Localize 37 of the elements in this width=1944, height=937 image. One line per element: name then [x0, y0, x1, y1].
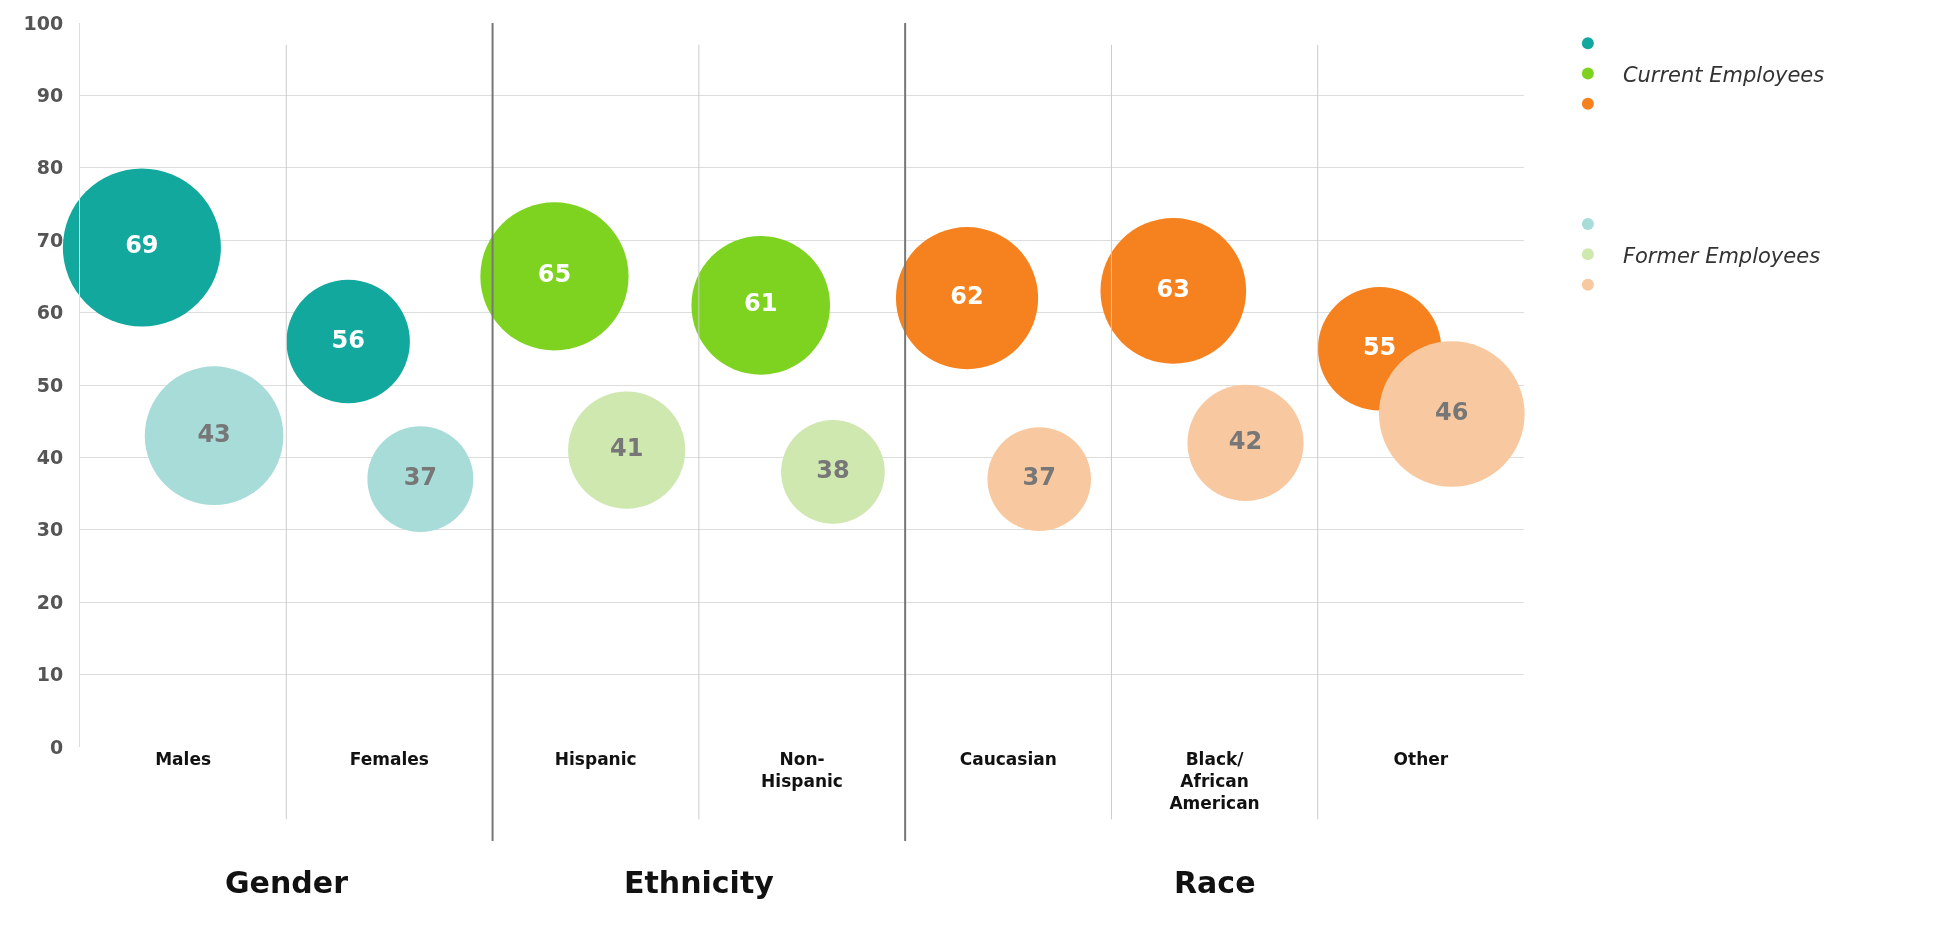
data-label: 41	[609, 434, 644, 463]
data-label: 37	[403, 463, 438, 492]
y-tick-label: 70	[36, 228, 64, 251]
data-label: 61	[744, 289, 778, 318]
x-tick-label: Non-Hispanic	[761, 749, 843, 792]
data-label: 55	[1362, 332, 1397, 361]
data-label: 46	[1435, 397, 1469, 426]
text: Gender	[225, 865, 349, 900]
data-label: 38	[816, 455, 850, 484]
x-tick-label: Females	[349, 749, 429, 769]
y-tick-label: 80	[36, 156, 64, 179]
y-tick-label: 60	[36, 301, 64, 324]
x-tick-label: Hispanic	[554, 749, 637, 769]
data-label: 56	[331, 325, 365, 354]
data-label: 37	[1022, 463, 1056, 492]
y-tick-label: 0	[49, 735, 64, 758]
data-label: 43	[197, 419, 231, 448]
y-tick-label: 30	[36, 518, 64, 541]
x-tick-label: Black/African American	[1169, 749, 1260, 814]
legend-label: Former Employees	[1622, 243, 1821, 268]
y-tick-label: 40	[36, 446, 64, 469]
text: Ethnicity	[624, 865, 775, 900]
data-label: 63	[1156, 274, 1191, 303]
y-tick-label: 90	[36, 84, 64, 107]
y-tick-label: 10	[36, 663, 64, 686]
y-tick-label: 20	[36, 590, 64, 613]
x-tick-label: Males	[155, 749, 212, 769]
x-tick-label: Other	[1393, 749, 1449, 769]
x-tick-label: Caucasian	[959, 749, 1057, 769]
data-label: 62	[950, 282, 984, 311]
y-tick-label: 50	[36, 373, 64, 396]
data-label: 42	[1228, 426, 1263, 455]
y-tick-label: 100	[23, 11, 64, 34]
data-label: 65	[537, 260, 572, 289]
legend-label: Current Employees	[1622, 62, 1825, 87]
data-label: 69	[125, 231, 159, 260]
text: Race	[1174, 865, 1256, 900]
